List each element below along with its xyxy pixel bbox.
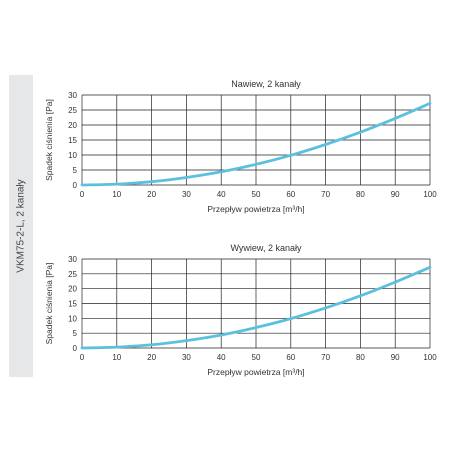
chart2-x-tick-label: 90 <box>391 353 400 362</box>
chart2-x-tick-label: 0 <box>80 353 85 362</box>
chart2-y-tick-label: 20 <box>68 285 77 294</box>
chart1-x-tick-label: 90 <box>391 190 400 199</box>
chart2-x-tick-label: 80 <box>356 353 365 362</box>
chart1-x-tick-label: 70 <box>321 190 330 199</box>
chart1-y-tick-label: 20 <box>68 121 77 130</box>
chart1-series-line-1 <box>80 102 432 187</box>
chart1-y-tick-label: 25 <box>68 106 77 115</box>
chart2-y-axis-label: Spadek ciśnienia [Pa] <box>44 263 54 345</box>
chart1-x-tick-label: 60 <box>286 190 295 199</box>
chart1-y-tick-label: 10 <box>68 151 77 160</box>
chart2-x-axis-label: Przepływ powietrza [m³/h] <box>207 367 304 377</box>
chart2-x-tick-label: 30 <box>182 353 191 362</box>
chart1-y-tick-label: 30 <box>68 91 77 100</box>
chart1-x-tick-label: 30 <box>182 190 191 199</box>
chart1-y-tick-label: 15 <box>68 136 77 145</box>
chart2-y-tick-label: 25 <box>68 270 77 279</box>
side-tab <box>9 75 33 377</box>
chart2-x-tick-label: 100 <box>423 353 437 362</box>
chart2-x-tick-label: 20 <box>147 353 156 362</box>
chart1-x-tick-label: 20 <box>147 190 156 199</box>
chart2-x-tick-label: 50 <box>252 353 261 362</box>
chart1-x-tick-label: 80 <box>356 190 365 199</box>
chart1-y-tick-label: 0 <box>73 181 78 190</box>
chart1-x-tick-label: 50 <box>252 190 261 199</box>
chart2-y-tick-label: 0 <box>73 344 78 353</box>
chart1-x-axis-label: Przepływ powietrza [m³/h] <box>207 204 304 214</box>
chart2-y-tick-label: 5 <box>73 329 78 338</box>
chart1-y-tick-label: 5 <box>73 166 78 175</box>
chart1-x-tick-label: 40 <box>217 190 226 199</box>
chart2-x-tick-label: 60 <box>286 353 295 362</box>
chart1-y-axis-label: Spadek ciśnienia [Pa] <box>44 99 54 181</box>
chart2-y-tick-label: 30 <box>68 255 77 264</box>
chart2-title: Wywiew, 2 kanały <box>231 243 302 253</box>
chart2-y-tick-label: 10 <box>68 314 77 323</box>
chart2-x-tick-label: 10 <box>112 353 121 362</box>
chart1-title: Nawiew, 2 kanały <box>231 79 301 89</box>
chart2-x-tick-label: 70 <box>321 353 330 362</box>
chart2-series-line-1 <box>80 265 432 350</box>
chart1-x-tick-label: 0 <box>80 190 85 199</box>
chart1-x-tick-label: 100 <box>423 190 437 199</box>
chart1-x-tick-label: 10 <box>112 190 121 199</box>
chart2-y-tick-label: 15 <box>68 300 77 309</box>
chart2-x-tick-label: 40 <box>217 353 226 362</box>
